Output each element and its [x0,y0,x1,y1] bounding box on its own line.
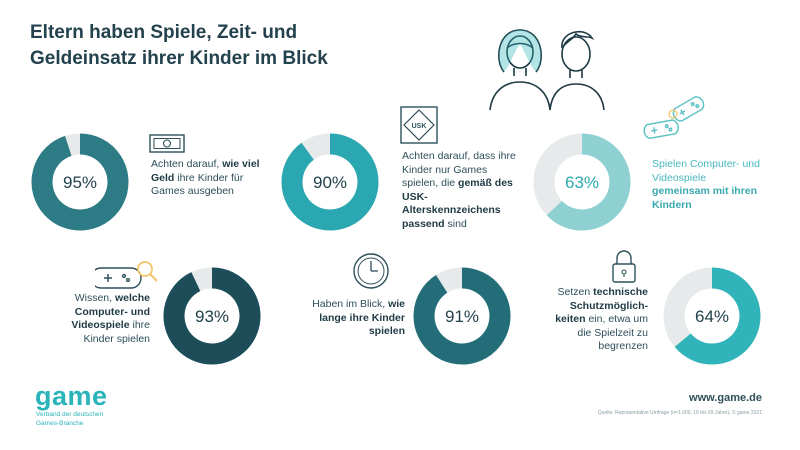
donut-arc [413,267,511,365]
donut-arc [163,267,261,365]
stat-text-plain: Haben im Blick, [312,298,386,310]
stat-text-plain: sind [447,217,467,230]
stat-text-usk: Achten darauf, dass ihre Kinder nur Game… [402,150,520,231]
donut-value-label: 64% [695,307,729,326]
donut-value-label: 63% [565,173,599,192]
stat-text-bold: welche Computer- und Videospiele [71,292,150,331]
clock-icon [353,253,389,289]
stat-text-bold: technische Schutzmöglich-keiten [555,286,648,325]
stat-text-plain: Setzen [557,286,591,298]
donut-arc [31,133,129,231]
brand-subtitle: Verband der deutschen Games-Branche [36,411,104,427]
stat-text-together: Spielen Computer- und Videospiele gemein… [652,158,762,212]
stat-text-protection: Setzen technische Schutzmöglich-keiten e… [540,286,648,354]
stat-text-plain: ihre Kinder für Games ausgeben [151,171,244,198]
stat-text-plain: Achten darauf, [151,158,220,170]
stat-text-how-long: Haben im Blick, wie lange ihre Kinder sp… [297,298,405,339]
stat-text-plain: Wissen, [74,292,113,304]
donut-arc [281,133,379,231]
usk-text: USK [412,123,427,130]
stat-text-plain: Achten darauf, dass ihre Kinder nur Game… [402,150,516,189]
gamepad-magnifier-icon [95,261,158,289]
source-note: Quelle: Repräsentative Umfrage (n=1.000,… [597,410,762,416]
donut-arc [546,133,631,231]
website-link[interactable]: www.game.de [689,392,762,404]
stat-text-plain: ein, etwa um die Spielzeit zu begrenzen [577,313,648,352]
money-bill-icon [149,134,185,153]
stat-text-money: Achten darauf, wie viel Geld ihre Kinder… [151,158,261,199]
brand-logo: game [35,381,108,411]
page-title: Eltern haben Spiele, Zeit- und Geldeinsa… [30,22,328,69]
stat-text-bold: gemäß des USK-Alterskennzeichens passend [402,177,513,230]
padlock-icon [612,250,636,283]
stat-text-plain: ihre Kinder spielen [83,319,150,345]
usk-label-icon: USK [400,106,438,144]
donut-arc [674,267,761,365]
parents-icon [489,29,605,111]
donut-value-label: 93% [195,307,229,326]
donut-value-label: 90% [313,173,347,192]
two-gamepads-icon [643,96,705,140]
donut-value-label: 91% [445,307,479,326]
stat-text-bold: gemeinsam mit ihren Kindern [652,185,758,211]
stat-text-which-games: Wissen, welche Computer- und Videospiele… [45,292,150,346]
stat-text-bold: wie lange ihre Kinder spielen [319,298,405,337]
stat-text-bold: wie viel Geld [151,158,260,184]
stat-text-plain: Spielen Computer- und Videospiele [652,158,760,184]
donut-value-label: 95% [63,173,97,192]
